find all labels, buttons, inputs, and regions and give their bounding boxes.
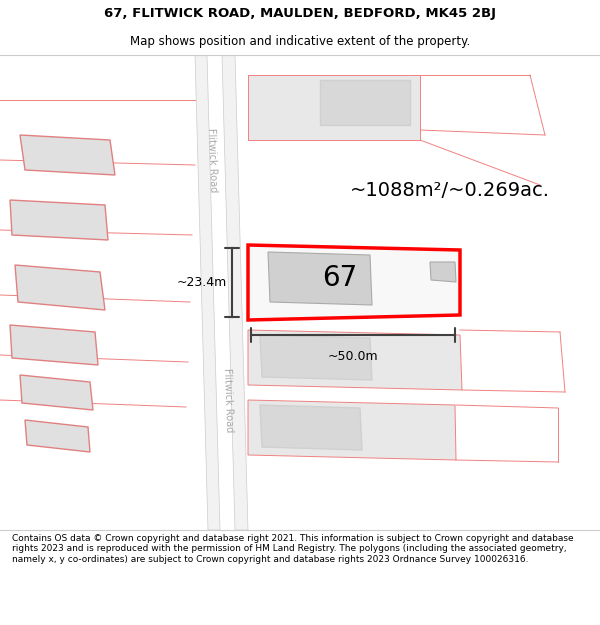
Text: Flitwick Road: Flitwick Road [206, 127, 218, 192]
Polygon shape [20, 135, 115, 175]
Text: ~50.0m: ~50.0m [328, 350, 379, 363]
Polygon shape [248, 75, 420, 140]
Text: 67: 67 [322, 264, 358, 292]
Polygon shape [260, 335, 372, 380]
Polygon shape [430, 262, 456, 282]
Text: ~1088m²/~0.269ac.: ~1088m²/~0.269ac. [350, 181, 550, 199]
Text: Flitwick Road: Flitwick Road [222, 368, 234, 432]
Text: 67, FLITWICK ROAD, MAULDEN, BEDFORD, MK45 2BJ: 67, FLITWICK ROAD, MAULDEN, BEDFORD, MK4… [104, 8, 496, 20]
Polygon shape [10, 200, 108, 240]
Polygon shape [248, 330, 462, 390]
Polygon shape [248, 245, 460, 320]
Polygon shape [20, 375, 93, 410]
Text: Map shows position and indicative extent of the property.: Map shows position and indicative extent… [130, 35, 470, 48]
Text: Contains OS data © Crown copyright and database right 2021. This information is : Contains OS data © Crown copyright and d… [12, 534, 574, 564]
Polygon shape [15, 265, 105, 310]
Polygon shape [260, 405, 362, 450]
Polygon shape [268, 252, 372, 305]
Polygon shape [10, 325, 98, 365]
Polygon shape [248, 400, 456, 460]
Polygon shape [222, 55, 248, 530]
Polygon shape [195, 55, 220, 530]
Polygon shape [320, 80, 410, 125]
Polygon shape [25, 420, 90, 452]
Text: ~23.4m: ~23.4m [177, 276, 227, 289]
